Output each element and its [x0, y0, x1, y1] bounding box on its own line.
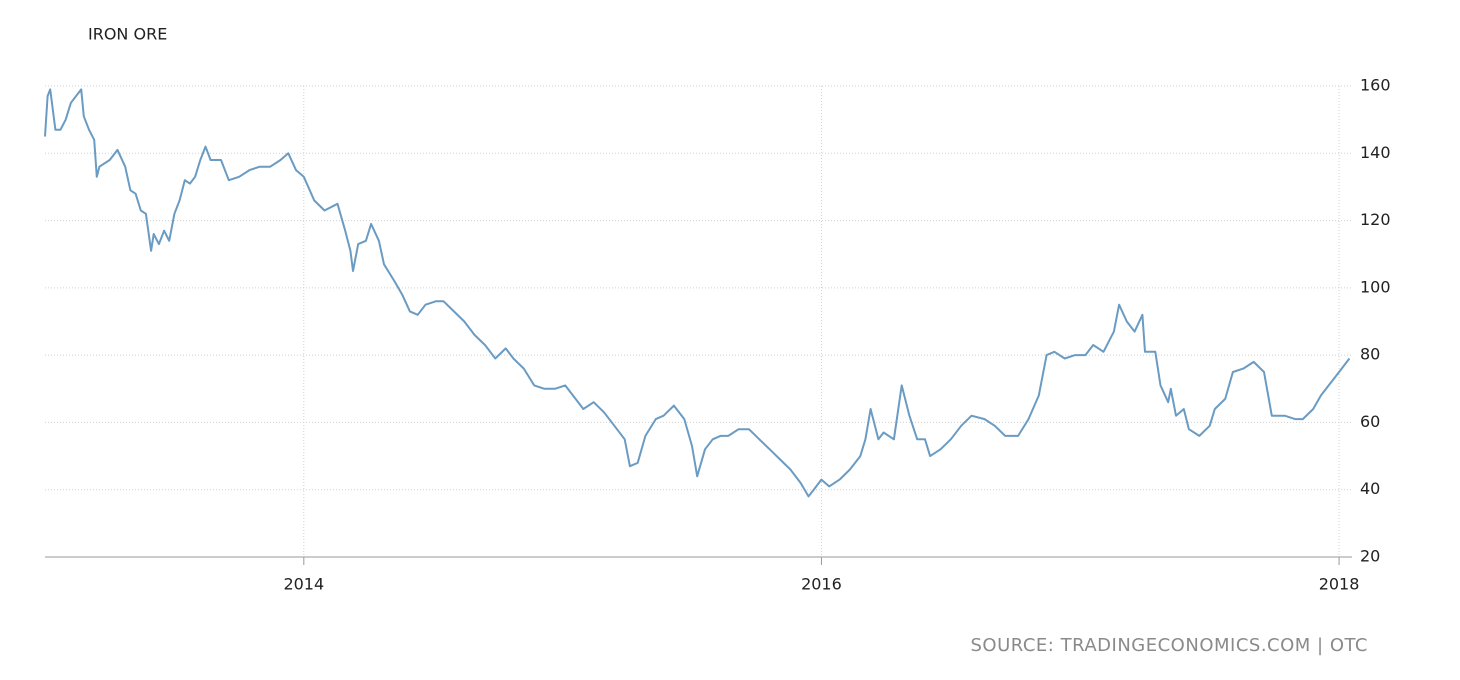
- y-tick-label: 20: [1360, 547, 1380, 566]
- y-tick-label: 160: [1360, 76, 1391, 95]
- x-tick-label: 2016: [801, 575, 842, 594]
- chart-title: IRON ORE: [88, 25, 167, 44]
- source-note: SOURCE: TRADINGECONOMICS.COM | OTC: [970, 635, 1368, 656]
- y-tick-label: 40: [1360, 479, 1380, 498]
- x-tick-label: 2014: [283, 575, 324, 594]
- y-tick-label: 120: [1360, 210, 1391, 229]
- y-tick-label: 80: [1360, 345, 1380, 364]
- data-line: [44, 88, 1351, 498]
- y-tick-label: 60: [1360, 412, 1380, 431]
- y-tick-label: 100: [1360, 277, 1391, 296]
- x-tick-label: 2018: [1319, 575, 1360, 594]
- y-tick-label: 140: [1360, 143, 1391, 162]
